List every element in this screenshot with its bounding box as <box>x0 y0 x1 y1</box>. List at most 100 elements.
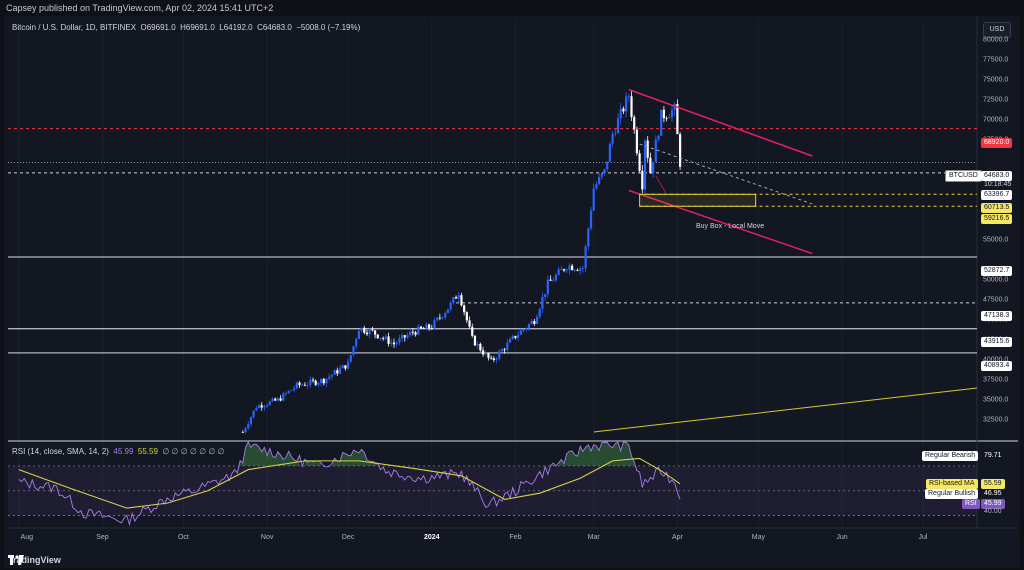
candle-body <box>427 324 431 329</box>
candle-body <box>341 365 344 369</box>
candle-body <box>320 378 323 383</box>
candle-body <box>670 110 674 118</box>
candle-body <box>665 118 668 119</box>
candle-body <box>471 326 474 336</box>
buy-box-annotation: Buy Box - Local Move <box>696 223 765 230</box>
candle-body <box>635 129 639 154</box>
candle-body <box>247 424 250 429</box>
candle-body <box>627 96 630 98</box>
candle-body <box>530 321 533 325</box>
candle-body <box>625 96 628 112</box>
candle-body <box>592 188 595 211</box>
candle-body <box>268 401 271 406</box>
candle-body <box>382 337 385 339</box>
candle-body <box>379 337 382 339</box>
candle-body <box>519 330 522 335</box>
footer-brand: TradingView <box>8 555 61 565</box>
candle-body <box>630 96 633 118</box>
time-tick: 2024 <box>423 534 440 541</box>
candle-body <box>538 308 541 317</box>
price-tick: 37500.0 <box>983 376 1009 384</box>
candle-body <box>438 317 441 319</box>
rsi-overbought-fill <box>331 449 378 466</box>
candle-body <box>514 335 517 338</box>
rsi-legend-extra: ∅ ∅ ∅ ∅ ∅ ∅ ∅ <box>162 447 225 456</box>
chart-frame <box>4 16 1020 568</box>
rsi-legend: RSI (14, close, SMA, 14, 2) 45.99 55.59 … <box>12 447 224 456</box>
rsi-ma-line <box>18 457 681 509</box>
candle-body <box>249 417 253 425</box>
candle-body <box>344 365 347 369</box>
candle-body <box>309 379 312 385</box>
candle-body <box>454 297 458 299</box>
candle-body <box>411 331 414 333</box>
candle-body <box>444 312 447 318</box>
price-tick: 70000.0 <box>983 116 1009 124</box>
candle-body <box>500 349 504 352</box>
candle-body <box>325 378 328 384</box>
candle-body <box>527 324 531 329</box>
tradingview-footer[interactable]: TradingView <box>8 555 61 565</box>
candle-body <box>581 268 585 270</box>
candle-body <box>498 351 501 359</box>
currency-button[interactable]: USD <box>983 22 1011 38</box>
symbol-legend: Bitcoin / U.S. Dollar, 1D, BITFINEX O696… <box>12 23 360 32</box>
candle-body <box>398 338 401 343</box>
candle-body <box>595 184 598 189</box>
candle-body <box>417 326 420 335</box>
candle-body <box>460 295 463 306</box>
candle-body <box>576 270 579 271</box>
candle-body <box>365 332 369 335</box>
time-tick: May <box>751 534 765 541</box>
candle-body <box>646 140 649 158</box>
candle-body <box>282 393 285 401</box>
low-value: L64192.0 <box>219 23 253 32</box>
candle-body <box>473 335 477 346</box>
time-tick: Jun <box>836 534 848 541</box>
candle-body <box>293 388 296 391</box>
candle-body <box>352 346 355 356</box>
tag-rsi-val: 45.99 <box>981 499 1005 509</box>
tag-rsi-axis-40: 40.00 <box>984 508 1002 515</box>
candle-body <box>495 358 498 360</box>
candle-body <box>368 329 371 335</box>
candle-body <box>371 329 374 331</box>
symbol-name[interactable]: Bitcoin / U.S. Dollar, 1D, BITFINEX <box>12 23 137 32</box>
publish-header: Capsey published on TradingView.com, Apr… <box>0 0 1024 16</box>
candle-body <box>403 335 406 338</box>
candle-body <box>638 153 641 171</box>
candle-body <box>274 398 277 401</box>
tag-47138: 47138.3 <box>981 311 1013 321</box>
candle-body <box>338 368 342 374</box>
tradingview-logo-icon <box>8 555 24 565</box>
candle-body <box>322 378 325 384</box>
tag-btc-label: BTCUSD <box>945 170 982 182</box>
candle-body <box>376 334 379 339</box>
price-tick: 75000.0 <box>983 76 1009 84</box>
candle-body <box>541 296 544 309</box>
candle-body <box>452 297 455 303</box>
candle-body <box>535 316 539 324</box>
candle-body <box>673 103 676 111</box>
change-value: −5008.0 (−7.19%) <box>296 23 361 32</box>
candle-body <box>436 317 439 321</box>
candle-body <box>660 109 663 136</box>
candle-body <box>330 374 333 377</box>
candle-body <box>565 269 568 271</box>
candle-body <box>314 380 317 385</box>
candle-body <box>557 269 560 275</box>
candle-body <box>425 324 428 329</box>
tag-regular-bullish-val: 46.95 <box>984 490 1002 497</box>
candle-body <box>392 342 396 345</box>
projection-line <box>639 143 813 205</box>
candle-body <box>336 370 339 374</box>
candle-body <box>409 331 412 336</box>
rsi-legend-label[interactable]: RSI (14, close, SMA, 14, 2) <box>12 447 109 456</box>
open-value: O69691.0 <box>140 23 176 32</box>
candle-body <box>303 384 307 386</box>
price-tick: 80000.0 <box>983 36 1009 44</box>
drawings <box>593 88 978 433</box>
price-tick: 35000.0 <box>983 396 1009 404</box>
candle-body <box>333 370 336 375</box>
candle-body <box>508 338 512 343</box>
